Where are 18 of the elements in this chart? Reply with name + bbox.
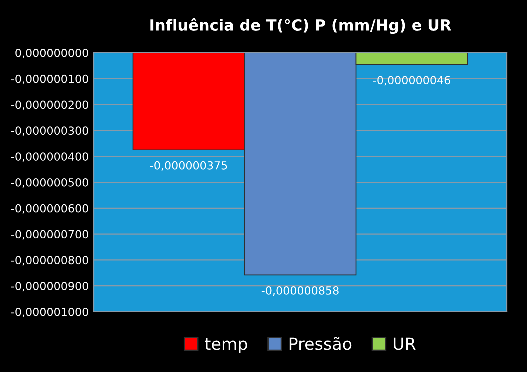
legend-label: UR xyxy=(394,338,416,350)
y-tick-label: 0,000000000 xyxy=(16,48,88,59)
y-tick-label: -0,000000600 xyxy=(11,204,88,214)
legend-label: Pressão xyxy=(290,337,352,350)
y-tick-label: -0,000000100 xyxy=(11,74,88,84)
y-tick-label: -0,000000800 xyxy=(11,256,88,266)
y-tick-label: -0,000000700 xyxy=(11,230,88,240)
y-tick-label: -0,000000500 xyxy=(11,178,88,188)
data-label: -0,000000858 xyxy=(262,286,339,296)
legend-label: temp xyxy=(205,338,248,354)
data-label: -0,000000046 xyxy=(373,76,450,86)
chart-title: Influência de T(°C) P (mm/Hg) e UR xyxy=(150,18,452,34)
y-tick-label: -0,000000200 xyxy=(11,100,88,110)
data-label: -0,000000375 xyxy=(150,161,228,171)
y-tick-label: -0,000000400 xyxy=(11,152,88,162)
y-tick-label: -0,000000900 xyxy=(11,282,88,292)
y-tick-label: -0,000001000 xyxy=(11,308,88,318)
y-tick-label: -0,000000300 xyxy=(11,126,88,136)
